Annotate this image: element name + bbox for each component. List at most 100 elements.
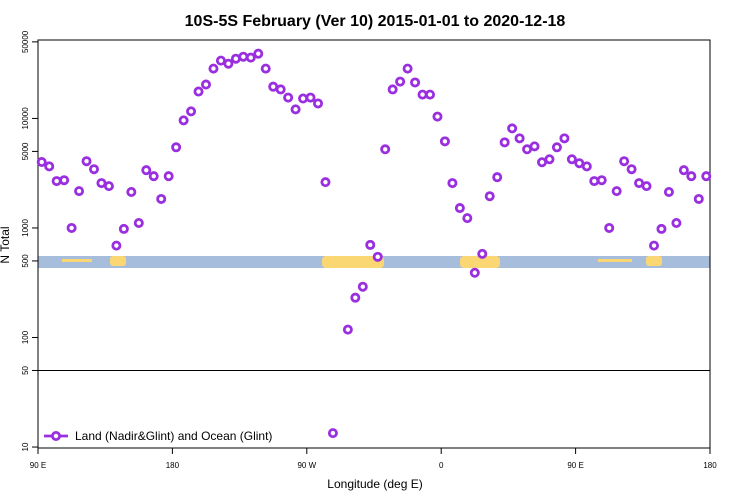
data-point: [402, 63, 413, 74]
data-point: [193, 86, 204, 97]
data-point: [641, 181, 652, 192]
data-point: [380, 144, 391, 155]
data-point: [432, 111, 443, 122]
data-point: [395, 76, 406, 87]
data-point: [439, 136, 450, 147]
data-point: [671, 218, 682, 229]
data-point: [163, 171, 174, 182]
data-point: [111, 240, 122, 251]
x-tick-label: 90 E: [567, 461, 583, 470]
data-point: [566, 154, 577, 165]
data-point: [312, 98, 323, 109]
data-point: [44, 161, 55, 172]
y-tick-label: 1000: [21, 219, 30, 237]
data-point: [410, 77, 421, 88]
data-point: [178, 115, 189, 126]
legend-marker: [51, 430, 62, 441]
data-point: [454, 203, 465, 214]
data-point: [469, 267, 480, 278]
data-point: [59, 175, 70, 186]
data-point: [499, 137, 510, 148]
data-point: [529, 141, 540, 152]
data-point: [342, 324, 353, 335]
y-tick-label: 5000: [21, 142, 30, 160]
data-point: [118, 223, 129, 234]
data-point: [126, 186, 137, 197]
y-tick-label: 10000: [21, 107, 30, 130]
data-point: [551, 142, 562, 153]
data-point: [350, 292, 361, 303]
data-point: [656, 223, 667, 234]
data-point: [74, 186, 85, 197]
data-point: [484, 191, 495, 202]
data-point: [492, 172, 503, 183]
data-point: [581, 161, 592, 172]
data-point: [260, 63, 271, 74]
data-point: [701, 171, 712, 182]
data-point: [238, 51, 249, 62]
data-point: [103, 181, 114, 192]
plot-frame: [37, 39, 711, 449]
data-point: [649, 240, 660, 251]
data-point: [148, 171, 159, 182]
x-tick-label: 0: [439, 461, 444, 470]
data-point: [253, 48, 264, 59]
data-point: [686, 171, 697, 182]
data-point: [171, 142, 182, 153]
data-point: [156, 193, 167, 204]
data-point: [619, 156, 630, 167]
data-point: [290, 104, 301, 115]
x-tick-label: 180: [166, 461, 180, 470]
data-point: [283, 92, 294, 103]
data-point: [223, 58, 234, 69]
y-axis-label: N Total: [0, 226, 12, 263]
data-point: [200, 79, 211, 90]
data-point: [298, 93, 309, 104]
x-axis-label: Longitude (deg E): [327, 477, 422, 491]
data-point: [604, 222, 615, 233]
data-point: [372, 251, 383, 262]
data-point: [447, 178, 458, 189]
y-tick-label: 50: [21, 365, 30, 374]
data-point: [589, 176, 600, 187]
data-point: [477, 248, 488, 259]
data-point: [462, 213, 473, 224]
data-point: [186, 106, 197, 117]
data-point: [327, 428, 338, 439]
y-tick-label: 500: [21, 254, 30, 268]
map-strip: [38, 256, 710, 268]
data-point: [663, 186, 674, 197]
data-point: [626, 164, 637, 175]
data-point: [507, 123, 518, 134]
chart-title: 10S-5S February (Ver 10) 2015-01-01 to 2…: [185, 13, 566, 30]
data-point: [365, 239, 376, 250]
data-point: [424, 89, 435, 100]
data-point: [51, 176, 62, 187]
data-point: [141, 165, 152, 176]
data-point: [559, 133, 570, 144]
data-point: [514, 133, 525, 144]
data-point: [275, 84, 286, 95]
data-point: [89, 164, 100, 175]
data-point: [693, 193, 704, 204]
x-tick-label: 90 W: [297, 461, 316, 470]
data-point: [387, 84, 398, 95]
x-tick-label: 90 E: [30, 461, 46, 470]
data-point: [305, 92, 316, 103]
data-point: [36, 157, 47, 168]
data-point: [611, 186, 622, 197]
data-point: [320, 177, 331, 188]
x-tick-label: 180: [703, 461, 717, 470]
y-tick-label: 50000: [21, 30, 30, 53]
data-point: [678, 165, 689, 176]
data-point: [596, 175, 607, 186]
data-point: [81, 156, 92, 167]
data-point: [245, 52, 256, 63]
data-point: [544, 154, 555, 165]
data-point: [133, 218, 144, 229]
y-tick-label: 100: [21, 330, 30, 344]
legend-label: Land (Nadir&Glint) and Ocean (Glint): [75, 429, 272, 443]
y-tick-label: 10: [21, 442, 30, 451]
data-point: [66, 222, 77, 233]
